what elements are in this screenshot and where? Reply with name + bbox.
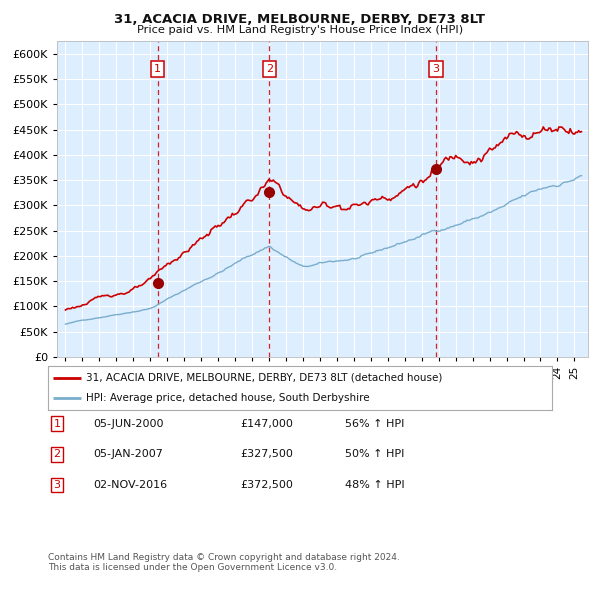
Text: 3: 3 — [53, 480, 61, 490]
Text: 48% ↑ HPI: 48% ↑ HPI — [345, 480, 404, 490]
Text: 31, ACACIA DRIVE, MELBOURNE, DERBY, DE73 8LT: 31, ACACIA DRIVE, MELBOURNE, DERBY, DE73… — [115, 13, 485, 26]
Text: Contains HM Land Registry data © Crown copyright and database right 2024.: Contains HM Land Registry data © Crown c… — [48, 553, 400, 562]
Text: 05-JUN-2000: 05-JUN-2000 — [93, 419, 163, 428]
Text: £327,500: £327,500 — [240, 450, 293, 459]
Text: £372,500: £372,500 — [240, 480, 293, 490]
Text: Price paid vs. HM Land Registry's House Price Index (HPI): Price paid vs. HM Land Registry's House … — [137, 25, 463, 35]
Text: 56% ↑ HPI: 56% ↑ HPI — [345, 419, 404, 428]
Text: 3: 3 — [433, 64, 439, 74]
Text: 02-NOV-2016: 02-NOV-2016 — [93, 480, 167, 490]
Text: 2: 2 — [266, 64, 273, 74]
Text: 1: 1 — [53, 419, 61, 428]
Text: 50% ↑ HPI: 50% ↑ HPI — [345, 450, 404, 459]
Text: 31, ACACIA DRIVE, MELBOURNE, DERBY, DE73 8LT (detached house): 31, ACACIA DRIVE, MELBOURNE, DERBY, DE73… — [86, 373, 442, 383]
Text: 2: 2 — [53, 450, 61, 459]
Text: 1: 1 — [154, 64, 161, 74]
Text: 05-JAN-2007: 05-JAN-2007 — [93, 450, 163, 459]
Text: £147,000: £147,000 — [240, 419, 293, 428]
Text: This data is licensed under the Open Government Licence v3.0.: This data is licensed under the Open Gov… — [48, 563, 337, 572]
Text: HPI: Average price, detached house, South Derbyshire: HPI: Average price, detached house, Sout… — [86, 393, 370, 403]
